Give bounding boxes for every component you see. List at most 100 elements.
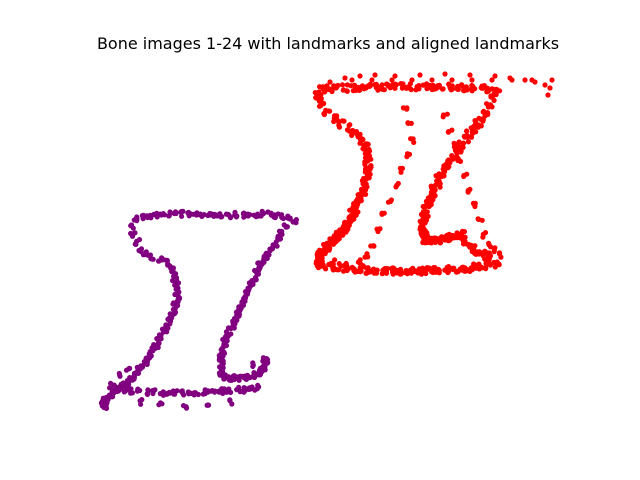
scatter-point <box>344 88 350 94</box>
scatter-point <box>138 401 144 407</box>
scatter-point <box>165 316 171 322</box>
scatter-point <box>321 241 327 248</box>
scatter-point <box>331 237 337 243</box>
scatter-point <box>318 98 324 104</box>
scatter-point <box>124 386 130 392</box>
scatter-point <box>139 213 145 219</box>
scatter-point <box>480 234 486 240</box>
scatter-point <box>457 233 463 239</box>
scatter-point <box>146 351 152 357</box>
scatter-point <box>167 311 173 317</box>
scatter-point <box>467 186 473 192</box>
scatter-point <box>170 265 176 271</box>
scatter-point <box>509 77 515 83</box>
scatter-point <box>242 298 248 304</box>
scatter-point <box>180 403 187 409</box>
scatter-point <box>480 117 486 123</box>
scatter-point <box>339 118 345 124</box>
scatter-point <box>487 102 494 108</box>
scatter-point <box>389 77 395 83</box>
series-purple-points <box>98 208 299 411</box>
scatter-point <box>542 82 548 88</box>
scatter-point <box>379 82 385 88</box>
scatter-point <box>167 321 173 327</box>
scatter-point <box>331 118 337 125</box>
scatter-point <box>480 250 486 256</box>
scatter-point <box>236 304 242 310</box>
scatter-point <box>430 82 436 88</box>
scatter-point <box>449 77 455 83</box>
scatter-point <box>406 151 413 157</box>
scatter-point <box>464 128 470 134</box>
scatter-point <box>267 248 273 254</box>
series-red-points <box>312 71 555 277</box>
scatter-point <box>179 213 185 219</box>
scatter-point <box>384 81 390 87</box>
scatter-point <box>489 77 495 83</box>
scatter-point <box>362 186 368 192</box>
scatter-point <box>436 178 442 184</box>
scatter-point <box>261 210 267 216</box>
scatter-point <box>222 337 228 343</box>
scatter-point <box>211 213 217 219</box>
scatter-point <box>326 108 332 114</box>
scatter-point <box>140 252 147 258</box>
scatter-point <box>465 139 471 145</box>
scatter-point <box>226 377 233 383</box>
scatter-point <box>429 77 435 83</box>
scatter-point <box>392 85 398 91</box>
scatter-point <box>245 211 251 217</box>
scatter-point <box>437 184 443 190</box>
scatter-point <box>178 388 185 394</box>
scatter-point <box>220 372 227 378</box>
scatter-point <box>492 73 498 79</box>
scatter-point <box>171 391 177 397</box>
scatter-point <box>340 268 347 274</box>
scatter-point <box>362 166 369 172</box>
scatter-point <box>405 120 411 126</box>
scatter-point <box>272 214 278 221</box>
scatter-point <box>381 266 387 273</box>
scatter-point <box>225 389 232 395</box>
scatter-point <box>393 184 399 190</box>
scatter-point <box>321 111 327 117</box>
scatter-point <box>363 176 370 182</box>
scatter-point <box>234 213 240 219</box>
scatter-point <box>150 388 156 394</box>
scatter-point <box>454 84 461 90</box>
scatter-point <box>249 278 255 284</box>
scatter-point <box>293 220 299 226</box>
scatter-point <box>462 238 468 244</box>
scatter-point <box>455 149 461 155</box>
scatter-point <box>472 250 478 257</box>
scatter-point <box>428 183 434 189</box>
scatter-point <box>334 267 340 273</box>
scatter-point <box>227 215 234 221</box>
scatter-point <box>255 271 261 277</box>
scatter-point <box>346 122 352 128</box>
scatter-point <box>397 271 403 277</box>
scatter-point <box>167 209 173 215</box>
scatter-point <box>445 269 451 275</box>
scatter-point <box>252 267 258 274</box>
scatter-point <box>355 84 361 90</box>
scatter-point <box>171 273 177 279</box>
scatter-point <box>191 392 197 398</box>
scatter-point <box>435 84 441 90</box>
scatter-point <box>529 77 535 83</box>
scatter-point <box>363 158 369 164</box>
scatter-point <box>245 289 251 295</box>
scatter-point <box>449 266 455 272</box>
scatter-point <box>469 77 475 83</box>
scatter-point <box>426 203 432 210</box>
scatter-point <box>172 306 178 312</box>
scatter-point <box>323 266 329 272</box>
scatter-point <box>452 233 458 239</box>
scatter-point <box>252 387 258 393</box>
scatter-point <box>360 136 366 143</box>
scatter-point <box>522 77 528 83</box>
scatter-point <box>417 72 423 78</box>
scatter-point <box>332 113 338 119</box>
scatter-point <box>335 82 341 89</box>
